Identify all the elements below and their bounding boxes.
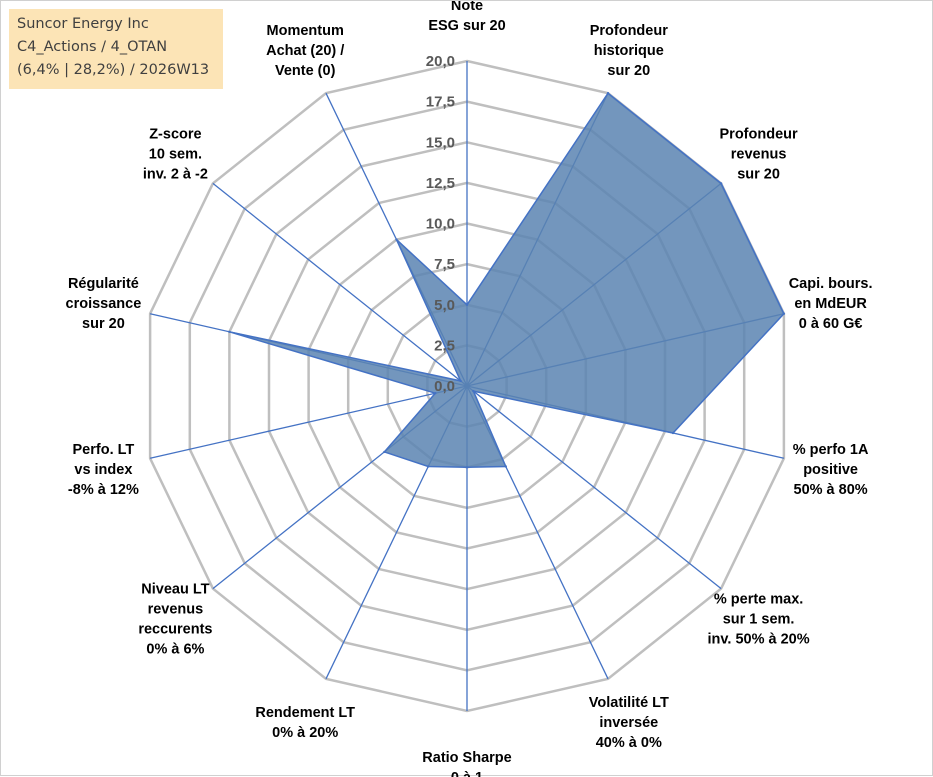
tick-label-8: 20,0 xyxy=(426,53,455,70)
axis-label-line: ESG sur 20 xyxy=(428,18,505,34)
axis-label-12: Régularité croissance sur 20 xyxy=(66,276,142,332)
axis-label-line: Niveau LT xyxy=(141,582,209,598)
axis-label-line: 40% à 0% xyxy=(596,735,662,751)
info-box: Suncor Energy Inc C4_Actions / 4_OTAN (6… xyxy=(9,9,223,89)
axis-label-line: Achat (20) / xyxy=(266,43,344,59)
data-point-10 xyxy=(383,450,386,454)
axis-label-line: en MdEUR xyxy=(794,296,867,312)
axis-label-5: % perfo 1A positive 50% à 80% xyxy=(793,442,869,498)
data-point-13 xyxy=(459,379,462,383)
performance-stats: (6,4% | 28,2%) / 2026W13 xyxy=(17,62,210,78)
radial-tick-labels: 0,0 2,5 5,0 7,5 10,0 12,5 15,0 17,5 20,0 xyxy=(426,53,455,395)
company-name: Suncor Energy Inc xyxy=(17,16,149,32)
axis-label-line: sur 20 xyxy=(82,316,125,332)
axis-label-line: Perfo. LT xyxy=(73,442,135,458)
axis-labels: Note ESG sur 20 Profondeur historique sur 20… xyxy=(66,1,873,777)
axis-label-line: sur 20 xyxy=(737,166,780,182)
axis-label-9: Rendement LT 0% à 20% xyxy=(255,705,355,741)
radar-series xyxy=(228,92,786,469)
axis-label-11: Perfo. LT vs index -8% à 12% xyxy=(68,442,139,498)
axis-label-line: inversée xyxy=(599,715,658,731)
tick-label-0: 0,0 xyxy=(434,378,455,395)
data-point-8 xyxy=(465,466,469,469)
axis-label-line: Momentum xyxy=(267,23,344,39)
axis-label-line: 0 à 60 G€ xyxy=(799,316,863,332)
axis-label-6: % perte max. sur 1 sem. inv. 50% à 20% xyxy=(708,592,810,648)
axis-label-10: Niveau LT revenus reccurents 0% à 6% xyxy=(138,582,212,658)
tick-label-3: 7,5 xyxy=(434,256,455,273)
data-point-9 xyxy=(427,465,430,468)
axis-label-4: Capi. bours. en MdEUR 0 à 60 G€ xyxy=(789,276,873,332)
axis-label-line: Vente (0) xyxy=(275,63,336,79)
axis-label-line: positive xyxy=(803,462,858,478)
axis-label-line: 0% à 6% xyxy=(146,642,204,658)
spoke-6 xyxy=(466,385,722,590)
tick-label-5: 12,5 xyxy=(426,175,455,192)
tick-label-4: 10,0 xyxy=(426,216,455,233)
data-point-1 xyxy=(465,303,469,306)
axis-label-line: Note xyxy=(451,1,483,14)
axis-label-line: Rendement LT xyxy=(255,705,355,721)
data-point-3 xyxy=(719,182,723,185)
tick-label-6: 15,0 xyxy=(426,134,455,151)
tick-label-1: 2,5 xyxy=(434,337,455,354)
axis-label-line: Capi. bours. xyxy=(789,276,873,292)
data-point-14 xyxy=(395,238,398,241)
axis-label-line: revenus xyxy=(148,602,204,618)
portfolio-category: C4_Actions / 4_OTAN xyxy=(17,39,168,55)
axis-label-line: inv. 50% à 20% xyxy=(708,632,810,648)
axis-label-line: Régularité xyxy=(68,276,139,292)
axis-label-8: Ratio Sharpe 0 à 1 xyxy=(422,750,511,777)
axis-label-line: 10 sem. xyxy=(149,146,202,162)
tick-label-2: 5,0 xyxy=(434,297,455,314)
axis-label-line: croissance xyxy=(66,296,142,312)
axis-label-3: Profondeur revenus sur 20 xyxy=(720,126,798,182)
axis-label-line: % perte max. xyxy=(714,592,803,608)
axis-label-line: -8% à 12% xyxy=(68,482,139,498)
axis-label-line: sur 1 sem. xyxy=(723,612,795,628)
data-point-7 xyxy=(504,465,507,468)
axis-label-line: historique xyxy=(594,43,664,59)
axis-label-line: 50% à 80% xyxy=(794,482,868,498)
axis-label-line: revenus xyxy=(731,146,787,162)
axis-label-line: Ratio Sharpe xyxy=(422,750,511,766)
tick-label-7: 17,5 xyxy=(426,94,455,111)
axis-label-2: Profondeur historique sur 20 xyxy=(590,23,668,79)
data-point-12 xyxy=(228,330,231,333)
axis-label-7: Volatilité LT inversée 40% à 0% xyxy=(589,695,669,751)
axis-label-line: 0 à 1 xyxy=(451,770,483,777)
data-area xyxy=(229,92,785,469)
axis-label-line: 0% à 20% xyxy=(272,725,338,741)
data-point-11 xyxy=(434,392,437,395)
axis-label-line: reccurents xyxy=(138,622,212,638)
axis-label-1: Note ESG sur 20 xyxy=(428,1,505,34)
axis-label-line: sur 20 xyxy=(607,63,650,79)
data-point-6 xyxy=(472,389,475,393)
data-point-2 xyxy=(606,92,610,95)
axis-label-13: Z-score 10 sem. inv. 2 à -2 xyxy=(143,126,208,182)
axis-label-line: Profondeur xyxy=(590,23,668,39)
axis-label-line: inv. 2 à -2 xyxy=(143,166,208,182)
axis-label-line: Volatilité LT xyxy=(589,695,669,711)
spoke-11 xyxy=(149,385,468,459)
data-point-4 xyxy=(782,312,786,315)
spoke-13 xyxy=(212,182,468,387)
axis-label-line: Profondeur xyxy=(720,126,798,142)
axis-label-line: vs index xyxy=(74,462,132,478)
axis-label-line: % perfo 1A xyxy=(793,442,869,458)
data-point-5 xyxy=(671,431,675,435)
axis-label-line: Z-score xyxy=(149,126,201,142)
axis-label-14: Momentum Achat (20) / Vente (0) xyxy=(266,23,344,79)
